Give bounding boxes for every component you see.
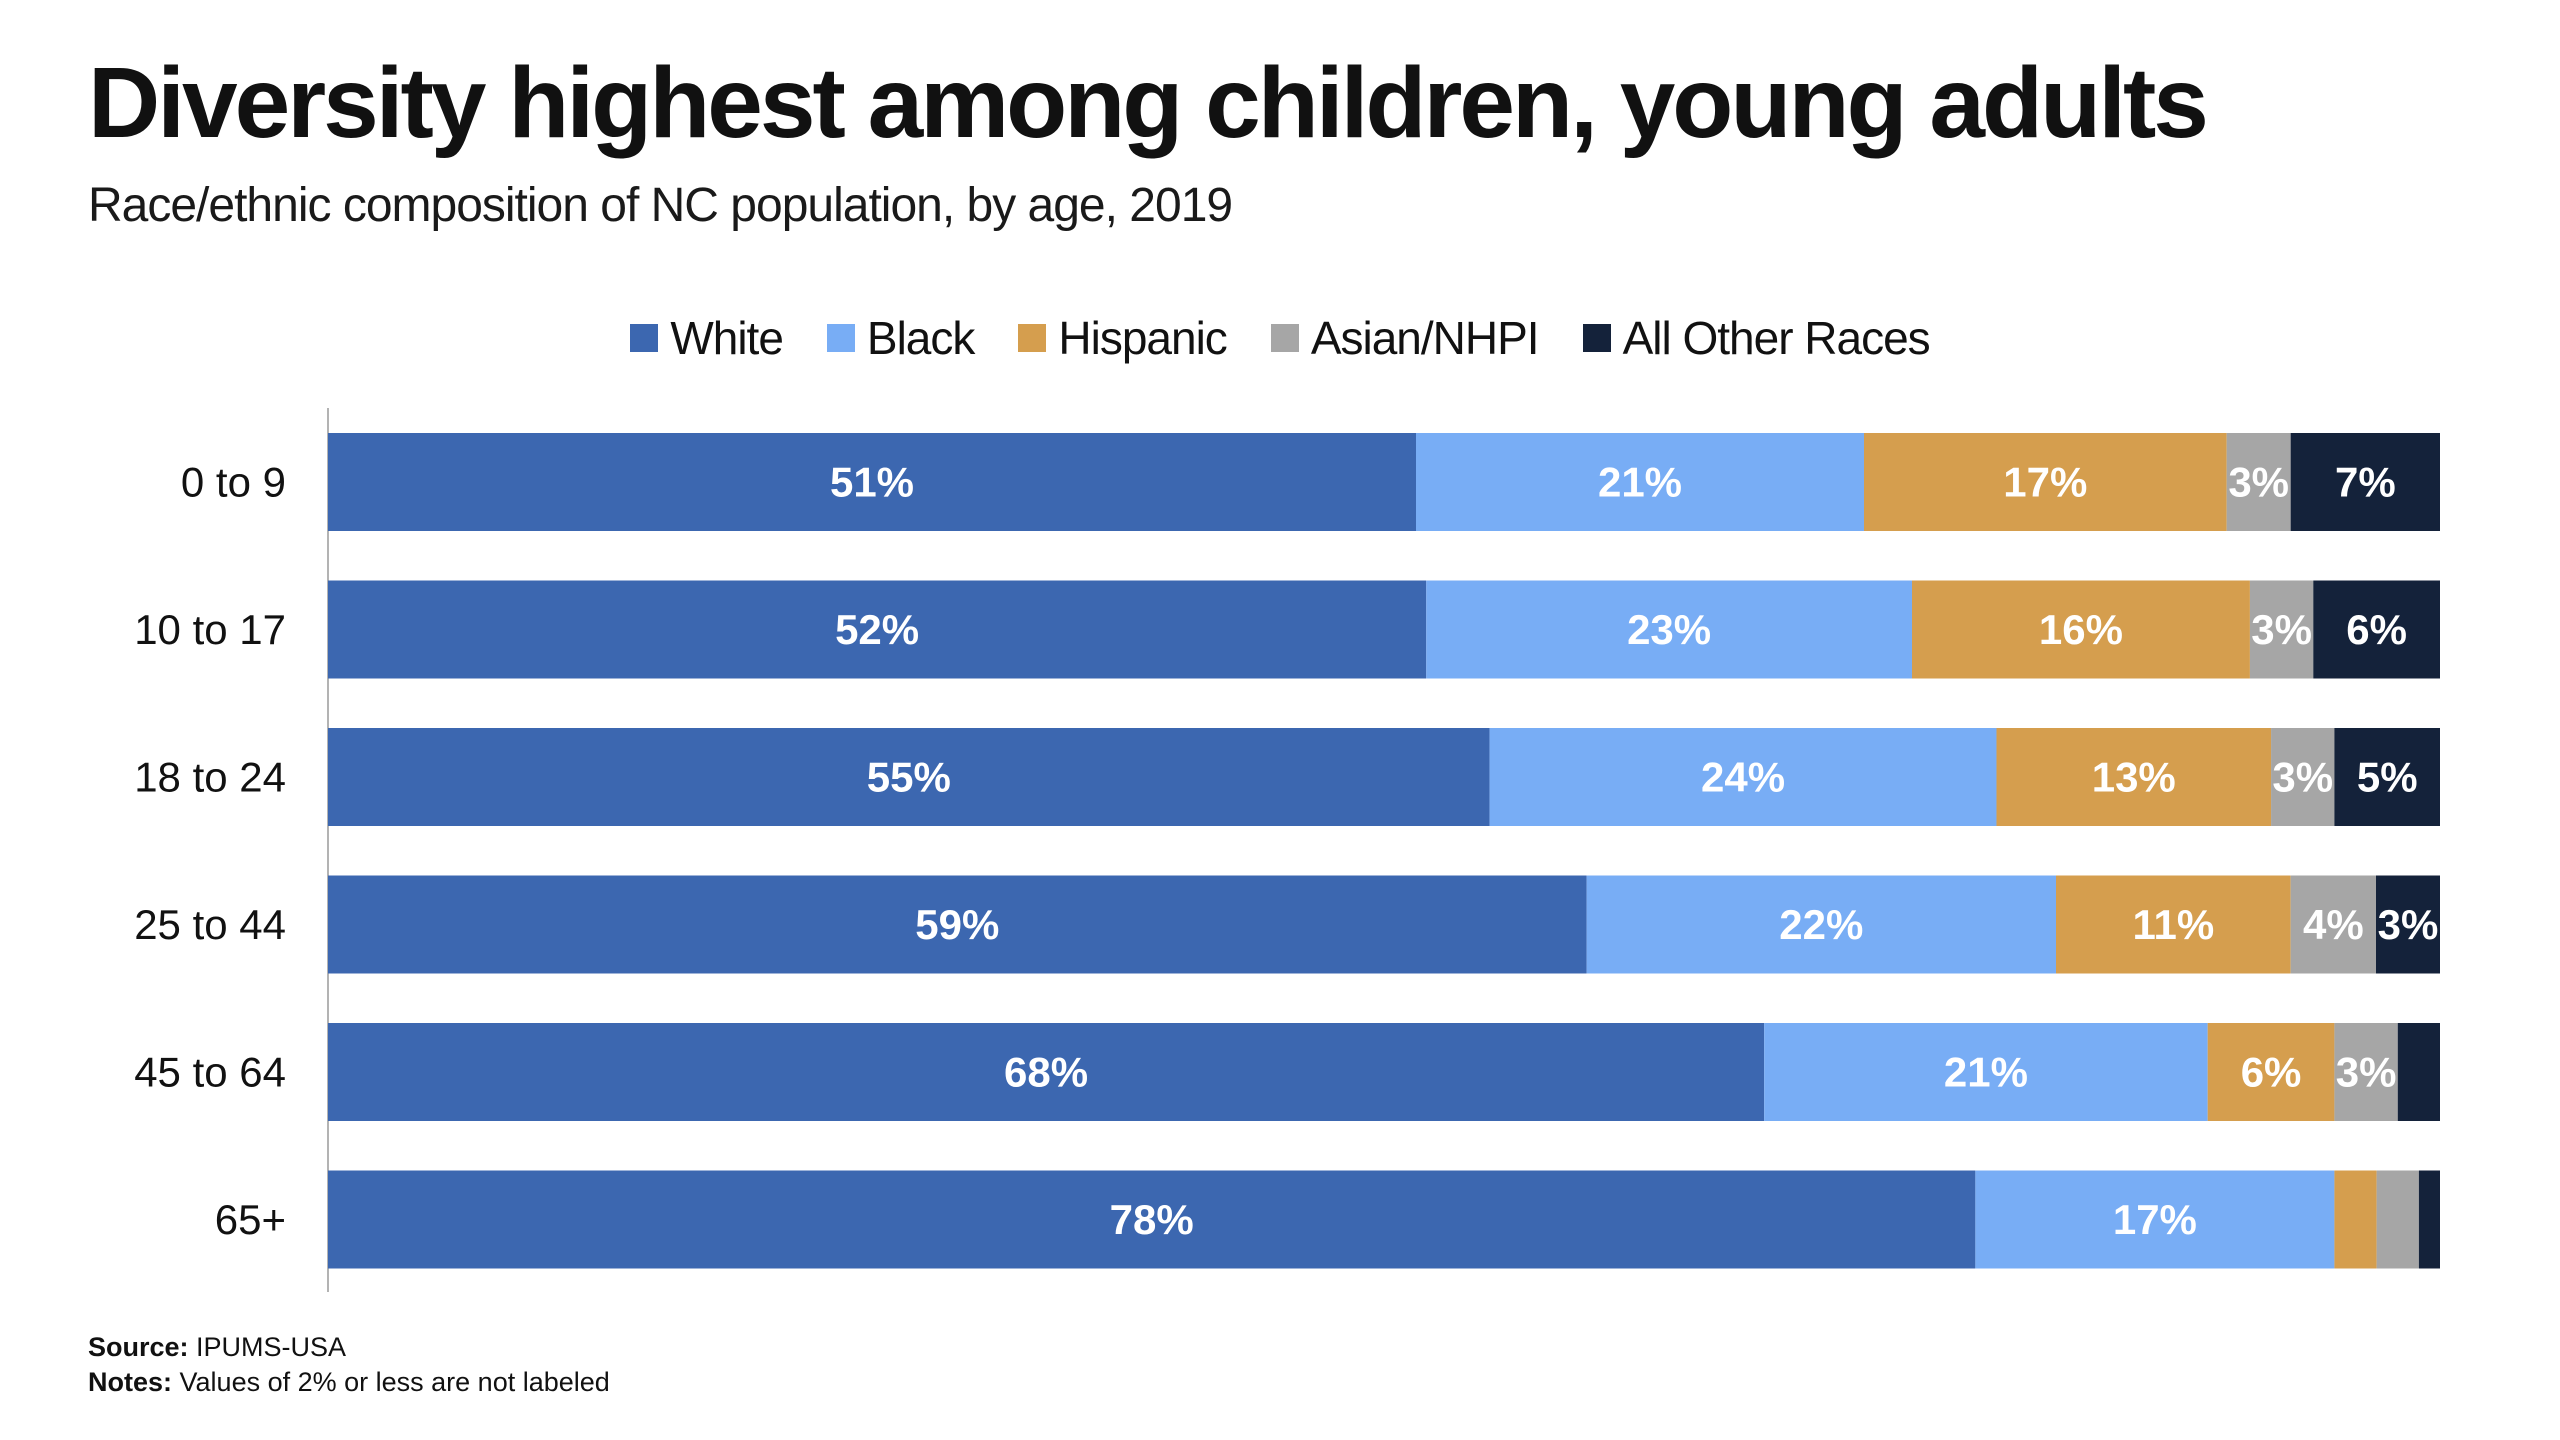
data-label: 3% [2378, 901, 2439, 948]
data-label: 5% [2357, 754, 2418, 801]
data-label: 21% [1598, 459, 1682, 506]
data-label: 3% [2251, 606, 2312, 653]
data-label: 13% [2092, 754, 2176, 801]
data-label: 3% [2272, 754, 2333, 801]
data-label: 4% [2303, 901, 2364, 948]
bar-asian-nhpi-65 [2377, 1171, 2419, 1269]
data-label: 23% [1627, 606, 1711, 653]
y-tick-label: 18 to 24 [134, 754, 286, 801]
y-tick-label: 65+ [215, 1196, 286, 1243]
y-tick-label: 25 to 44 [134, 901, 286, 948]
data-label: 52% [835, 606, 919, 653]
stacked-bar-chart: 0 to 9 51% 21% 17% 3% 7% 10 to 17 52% 23% 16% 3% 6%… [0, 0, 2560, 1300]
data-label: 78% [1110, 1196, 1194, 1243]
data-label: 17% [2113, 1196, 2197, 1243]
data-label: 3% [2228, 459, 2289, 506]
y-tick-label: 10 to 17 [134, 606, 286, 653]
data-label: 7% [2335, 459, 2396, 506]
source-text: IPUMS-USA [196, 1332, 346, 1362]
data-label: 16% [2039, 606, 2123, 653]
y-tick-label: 0 to 9 [181, 459, 286, 506]
data-label: 51% [830, 459, 914, 506]
data-label: 59% [915, 901, 999, 948]
source-line: Source: IPUMS-USA [88, 1330, 610, 1365]
data-label: 6% [2346, 606, 2407, 653]
y-tick-label: 45 to 64 [134, 1049, 286, 1096]
data-label: 17% [2003, 459, 2087, 506]
notes-label: Notes: [88, 1367, 172, 1397]
data-label: 68% [1004, 1049, 1088, 1096]
data-label: 6% [2241, 1049, 2302, 1096]
data-label: 3% [2336, 1049, 2397, 1096]
bar-hispanic-65 [2334, 1171, 2376, 1269]
data-label: 24% [1701, 754, 1785, 801]
chart-footer: Source: IPUMS-USA Notes: Values of 2% or… [88, 1330, 610, 1400]
data-label: 11% [2132, 901, 2214, 948]
data-label: 55% [867, 754, 951, 801]
notes-text: Values of 2% or less are not labeled [180, 1367, 610, 1397]
source-label: Source: [88, 1332, 189, 1362]
bar-all-other-races-65 [2419, 1171, 2440, 1269]
bar-all-other-races-45-to-64 [2398, 1023, 2440, 1121]
data-label: 22% [1779, 901, 1863, 948]
notes-line: Notes: Values of 2% or less are not labe… [88, 1365, 610, 1400]
data-label: 21% [1944, 1049, 2028, 1096]
